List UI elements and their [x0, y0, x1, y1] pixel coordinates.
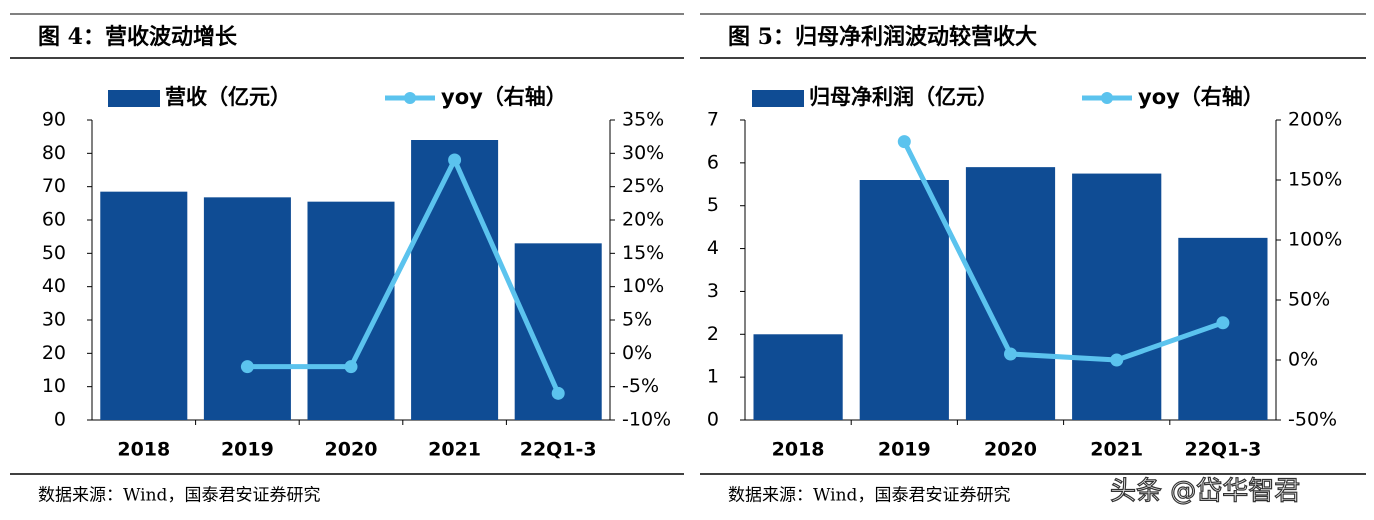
x-tick-label: 22Q1-3	[520, 439, 597, 461]
y2-tick-label: 10%	[622, 275, 664, 297]
y-tick-label: 1	[707, 366, 719, 388]
y2-tick-label: 200%	[1288, 109, 1342, 131]
y2-tick-label: 20%	[622, 209, 664, 231]
marker	[551, 386, 565, 400]
bar	[203, 197, 291, 420]
bar	[753, 334, 843, 420]
source: 数据来源：Wind，国泰君安证券研究	[38, 486, 320, 506]
marker	[1110, 353, 1124, 367]
bar	[100, 191, 188, 420]
y-tick-label: 3	[707, 280, 719, 302]
y-tick-label: 2	[707, 323, 719, 345]
bar	[411, 140, 499, 420]
marker	[448, 153, 462, 167]
y-tick-label: 30	[42, 309, 66, 331]
x-tick-label: 2021	[428, 439, 481, 461]
x-tick-label: 2020	[984, 439, 1037, 461]
y-tick-label: 7	[707, 109, 719, 131]
x-tick-label: 2018	[772, 439, 825, 461]
bar	[859, 180, 949, 420]
y-tick-label: 6	[707, 151, 719, 173]
y-tick-label: 50	[42, 242, 66, 264]
y-tick-label: 40	[42, 275, 66, 297]
x-tick-label: 22Q1-3	[1184, 439, 1261, 461]
y2-tick-label: 100%	[1288, 229, 1342, 251]
x-tick-label: 2019	[878, 439, 931, 461]
marker	[1004, 347, 1017, 361]
y-tick-label: 4	[707, 237, 719, 259]
y2-tick-label: 35%	[622, 109, 664, 131]
legend-label: 营收（亿元）	[165, 85, 291, 109]
y2-tick-label: 0%	[1288, 349, 1318, 371]
legend-label: 归母净利润（亿元）	[809, 85, 998, 109]
y2-tick-label: 150%	[1288, 169, 1342, 191]
y2-tick-label: -5%	[622, 375, 659, 397]
x-tick-label: 2018	[117, 439, 170, 461]
marker	[240, 360, 254, 374]
y-tick-label: 0	[54, 409, 66, 431]
figure-title: 图 5：归母净利润波动较营收大	[728, 24, 1037, 50]
y2-tick-label: -10%	[622, 409, 671, 431]
legend-swatch	[752, 90, 804, 107]
y-tick-label: 80	[42, 142, 66, 164]
x-tick-label: 2020	[325, 439, 378, 461]
y2-tick-label: -50%	[1288, 409, 1337, 431]
legend-label: yoy（右轴）	[1138, 85, 1264, 109]
y2-tick-label: 5%	[622, 309, 652, 331]
marker	[344, 360, 358, 374]
y2-tick-label: 25%	[622, 175, 664, 197]
y-tick-label: 90	[42, 109, 66, 131]
x-tick-label: 2021	[1090, 439, 1143, 461]
y-tick-label: 70	[42, 175, 66, 197]
marker	[897, 135, 911, 149]
source: 数据来源：Wind，国泰君安证券研究	[728, 486, 1010, 506]
line	[247, 157, 561, 395]
x-tick-label: 2019	[221, 439, 274, 461]
y2-tick-label: 50%	[1288, 289, 1330, 311]
y-tick-label: 0	[707, 409, 719, 431]
y-tick-label: 5	[707, 194, 719, 216]
legend-swatch	[404, 92, 416, 104]
legend-swatch	[108, 90, 160, 107]
marker	[1216, 316, 1230, 330]
watermark: 头条 @岱华智君	[1110, 477, 1300, 507]
y2-tick-label: 15%	[622, 242, 664, 264]
y-tick-label: 60	[42, 209, 66, 231]
y2-tick-label: 30%	[622, 142, 664, 164]
line	[902, 140, 1224, 363]
y-tick-label: 10	[42, 375, 66, 397]
legend-label: yoy（右轴）	[441, 85, 567, 109]
y-tick-label: 20	[42, 342, 66, 364]
legend-swatch	[1101, 92, 1113, 104]
bar	[1072, 173, 1162, 420]
figure-title: 图 4：营收波动增长	[38, 24, 238, 50]
y2-tick-label: 0%	[622, 342, 652, 364]
